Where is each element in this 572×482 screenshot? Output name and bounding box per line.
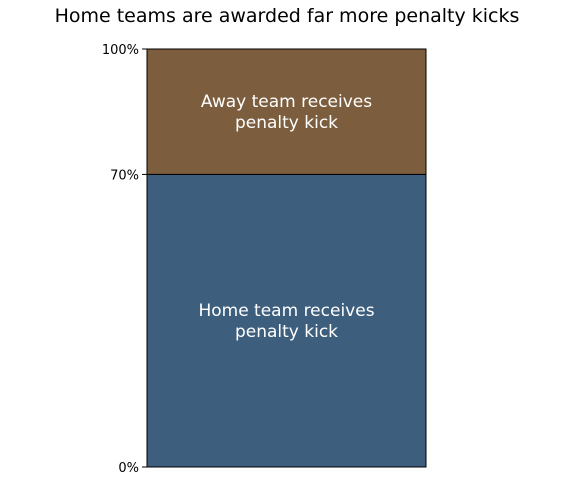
y-axis: 0% 70% 100%: [102, 43, 147, 476]
segment-labels: Home team receives penalty kick Away team …: [198, 92, 374, 342]
segment-label-1: Away team receives penalty kick: [201, 92, 372, 133]
segment-label-0: Home team receives penalty kick: [198, 301, 374, 342]
bar-segment-1: [146, 48, 427, 175]
bars-layer: [146, 48, 427, 468]
y-tick-label-0: 0%: [118, 461, 139, 476]
y-tick-label-1: 70%: [110, 168, 139, 183]
y-tick-label-2: 100%: [102, 43, 139, 58]
bar-segment-0: [146, 173, 427, 468]
chart-title: Home teams are awarded far more penalty …: [55, 5, 520, 27]
